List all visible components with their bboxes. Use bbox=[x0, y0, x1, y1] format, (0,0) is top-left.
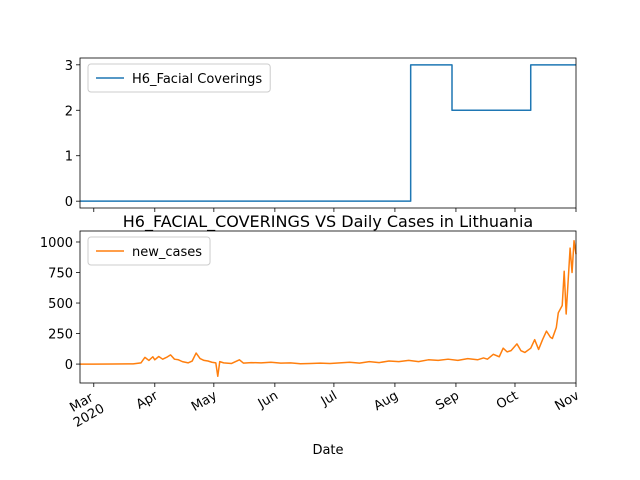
y-tick-label: 1000 bbox=[40, 236, 73, 251]
y-tick-label: 500 bbox=[48, 297, 73, 312]
legend: H6_Facial Coverings bbox=[87, 63, 271, 93]
axes-frame bbox=[79, 230, 577, 384]
y-tick-label: 2 bbox=[65, 104, 73, 119]
y-tick-label: 0 bbox=[65, 195, 73, 210]
y-tick-label: 750 bbox=[48, 267, 73, 282]
legend-box bbox=[87, 236, 211, 266]
y-tick-label: 250 bbox=[48, 328, 73, 343]
legend-label: H6_Facial Coverings bbox=[132, 72, 262, 87]
y-tick-label: 0 bbox=[65, 358, 73, 373]
x-tick-label: Jul bbox=[318, 388, 340, 409]
legend-label: new_cases bbox=[132, 245, 202, 260]
y-tick-label: 1 bbox=[65, 150, 73, 165]
legend-box bbox=[87, 63, 271, 93]
axes-frame bbox=[79, 57, 577, 209]
data-line bbox=[80, 64, 576, 202]
chart-title: H6_FACIAL_COVERINGS VS Daily Cases in Li… bbox=[123, 212, 533, 232]
y-tick-label: 3 bbox=[65, 59, 73, 74]
x-axis-label: Date bbox=[312, 443, 343, 458]
legend: new_cases bbox=[87, 236, 211, 266]
data-line bbox=[80, 240, 577, 378]
